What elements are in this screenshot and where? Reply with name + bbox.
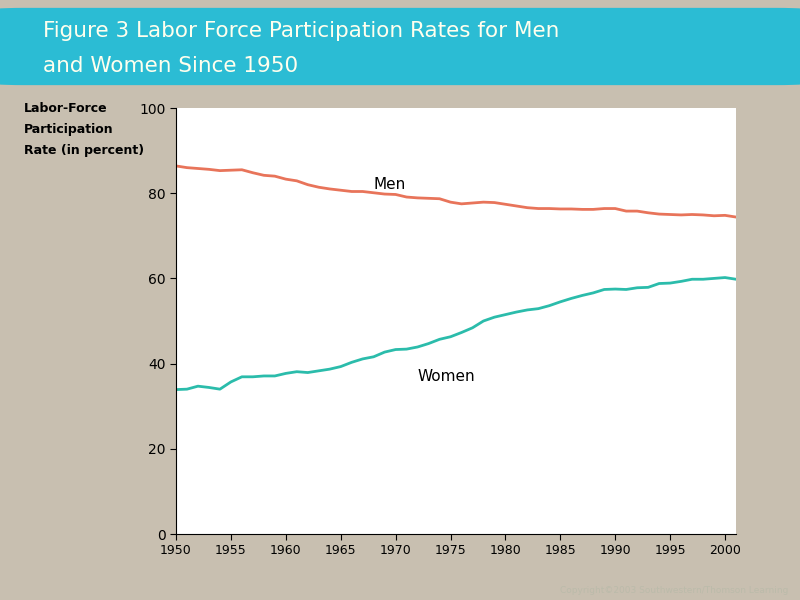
Text: Copyright©2003 Southwestern/Thomson Learning: Copyright©2003 Southwestern/Thomson Lear… (560, 586, 788, 595)
FancyBboxPatch shape (0, 8, 800, 85)
Text: and Women Since 1950: and Women Since 1950 (43, 56, 298, 76)
Text: Figure 3 Labor Force Participation Rates for Men: Figure 3 Labor Force Participation Rates… (43, 22, 559, 41)
Text: Rate (in percent): Rate (in percent) (24, 144, 144, 157)
Text: Labor-Force: Labor-Force (24, 102, 108, 115)
Text: Participation: Participation (24, 123, 114, 136)
Text: Women: Women (418, 369, 475, 384)
Text: Men: Men (374, 177, 406, 192)
